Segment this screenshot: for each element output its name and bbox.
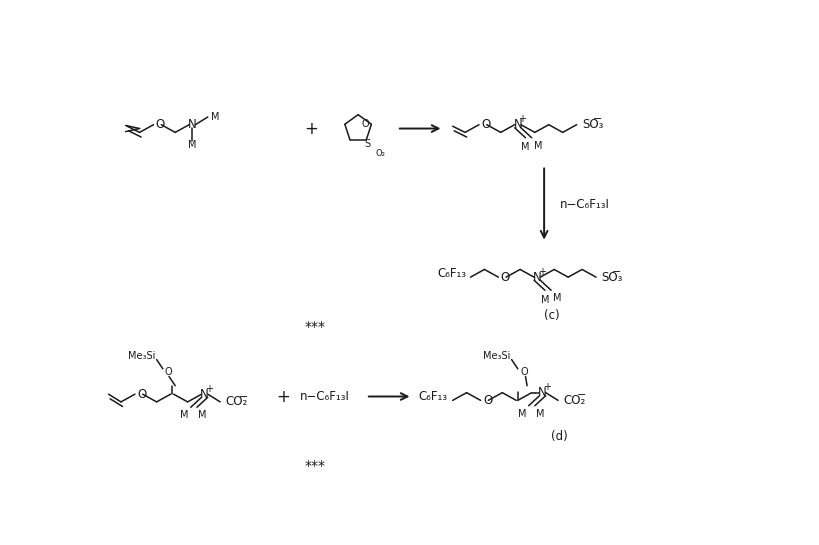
Text: M: M bbox=[541, 295, 550, 305]
Text: N: N bbox=[533, 271, 541, 283]
Text: −: − bbox=[593, 114, 602, 124]
Text: +: + bbox=[276, 387, 290, 405]
Text: +: + bbox=[305, 119, 319, 137]
Text: (c): (c) bbox=[544, 309, 559, 322]
Text: N: N bbox=[188, 118, 197, 131]
Text: M: M bbox=[198, 410, 207, 420]
Text: S: S bbox=[364, 138, 370, 149]
Text: M: M bbox=[536, 409, 545, 419]
Text: Me₃Si: Me₃Si bbox=[128, 352, 155, 361]
Text: O: O bbox=[165, 367, 172, 377]
Text: O: O bbox=[361, 119, 369, 129]
Text: M: M bbox=[210, 112, 219, 122]
Text: O: O bbox=[521, 367, 528, 377]
Text: N: N bbox=[201, 387, 209, 401]
Text: n−C₆F₁₃I: n−C₆F₁₃I bbox=[559, 197, 609, 210]
Text: Me₃Si: Me₃Si bbox=[482, 352, 510, 361]
Text: n−C₆F₁₃I: n−C₆F₁₃I bbox=[300, 390, 350, 403]
Text: M: M bbox=[518, 409, 527, 419]
Text: SO₃: SO₃ bbox=[601, 271, 623, 283]
Text: C₆F₁₃: C₆F₁₃ bbox=[419, 390, 448, 403]
Text: M: M bbox=[534, 141, 542, 151]
Text: (d): (d) bbox=[551, 430, 568, 443]
Text: O₂: O₂ bbox=[376, 149, 386, 158]
Text: +: + bbox=[518, 114, 527, 124]
Text: M: M bbox=[521, 142, 530, 153]
Text: N: N bbox=[514, 118, 523, 131]
Text: M: M bbox=[554, 293, 562, 304]
Text: ***: *** bbox=[305, 320, 326, 334]
Text: SO₃: SO₃ bbox=[582, 118, 604, 131]
Text: O: O bbox=[138, 387, 147, 401]
Text: C₆F₁₃: C₆F₁₃ bbox=[437, 267, 466, 280]
Text: +: + bbox=[538, 267, 545, 277]
Text: −: − bbox=[577, 390, 586, 400]
Text: +: + bbox=[206, 384, 213, 394]
Text: M: M bbox=[188, 141, 197, 150]
Text: CO₂: CO₂ bbox=[225, 395, 248, 408]
Text: +: + bbox=[543, 382, 551, 392]
Text: CO₂: CO₂ bbox=[563, 394, 586, 407]
Text: ***: *** bbox=[305, 459, 326, 473]
Text: −: − bbox=[238, 391, 248, 402]
Text: N: N bbox=[538, 386, 547, 399]
Text: O: O bbox=[482, 118, 491, 131]
Text: O: O bbox=[483, 394, 492, 407]
Text: −: − bbox=[613, 267, 622, 277]
Text: O: O bbox=[500, 271, 510, 283]
Text: M: M bbox=[180, 410, 188, 420]
Text: O: O bbox=[156, 118, 165, 131]
